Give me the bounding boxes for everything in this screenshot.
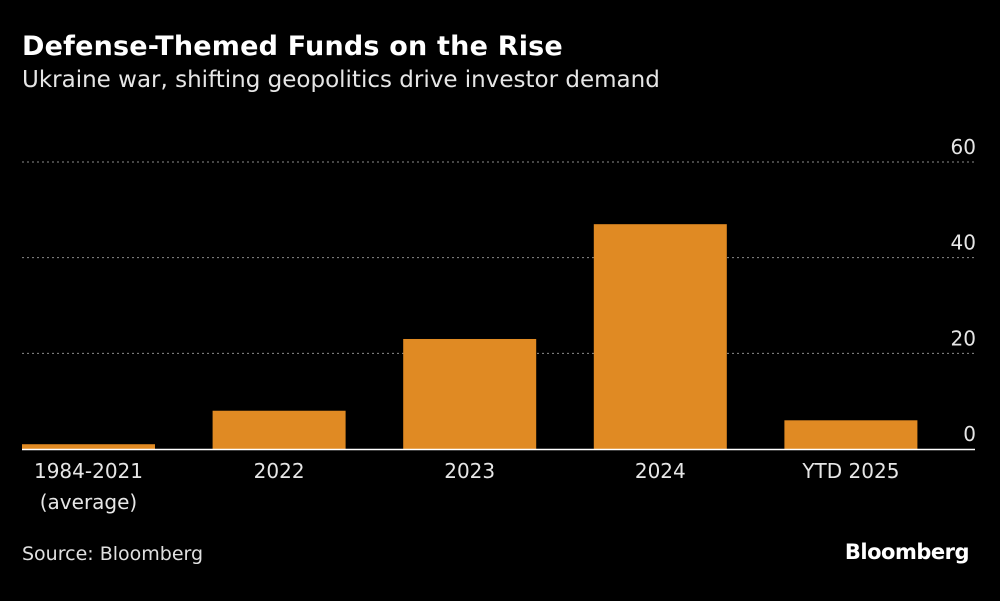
x-tick-label: 2024 [635,459,686,483]
y-tick-label: 0 [963,422,976,446]
x-tick-label: YTD 2025 [801,459,899,483]
bar [593,224,727,449]
chart-subtitle: Ukraine war, shifting geopolitics drive … [22,67,660,93]
bar [403,338,537,449]
y-tick-label: 20 [951,326,976,350]
y-tick-label: 60 [951,135,976,159]
bar [22,444,155,449]
source-note: Source: Bloomberg [22,543,204,565]
bar [784,420,918,449]
y-tick-label: 40 [951,231,976,255]
x-tick-label: 1984-2021 [34,459,143,483]
bar [212,410,346,449]
bloomberg-logo: Bloomberg [844,540,970,564]
x-tick-label: 2022 [254,459,305,483]
x-tick-label: 2023 [444,459,495,483]
chart-title: Defense-Themed Funds on the Rise [22,31,563,62]
x-tick-label: (average) [40,490,137,514]
